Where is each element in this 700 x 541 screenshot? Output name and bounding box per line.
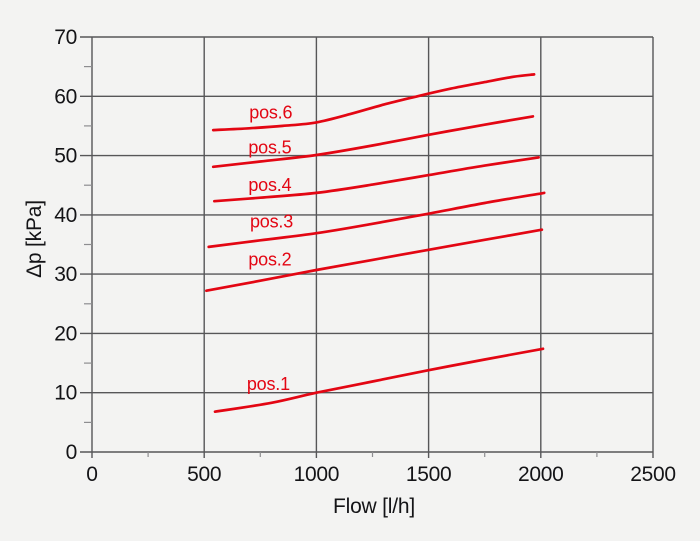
y-tick-label-30: 30 [54, 263, 77, 286]
y-tick-label-60: 60 [54, 85, 77, 108]
y-axis-title: Δp [kPa] [23, 200, 46, 278]
y-tick-label-40: 40 [54, 204, 77, 227]
y-tick-label-20: 20 [54, 322, 77, 345]
x-tick-label-1500: 1500 [406, 463, 452, 486]
curve-pos-4 [212, 156, 540, 203]
x-tick-label-2000: 2000 [518, 463, 564, 486]
curve-label-pos-5: pos.5 [248, 137, 291, 157]
curve-pos-6 [211, 73, 536, 132]
x-tick-label-500: 500 [187, 463, 221, 486]
curve-pos-2 [205, 228, 544, 293]
curve-pos-3 [207, 191, 546, 249]
curve-pos-5 [211, 115, 535, 169]
y-tick-label-70: 70 [54, 26, 77, 49]
y-tick-label-10: 10 [54, 382, 77, 405]
x-tick-label-2500: 2500 [630, 463, 676, 486]
curve-label-pos-3: pos.3 [250, 211, 293, 231]
x-tick-label-1000: 1000 [294, 463, 340, 486]
curve-label-pos-1: pos.1 [247, 374, 290, 394]
curve-label-pos-4: pos.4 [248, 175, 291, 195]
x-axis-title: Flow [l/h] [332, 495, 416, 518]
y-tick-label-50: 50 [54, 145, 77, 168]
curve-pos-1 [213, 347, 545, 414]
x-tick-label-0: 0 [86, 463, 97, 486]
curve-label-pos-2: pos.2 [248, 249, 291, 269]
y-tick-label-0: 0 [66, 441, 77, 464]
curve-label-pos-6: pos.6 [249, 102, 292, 122]
